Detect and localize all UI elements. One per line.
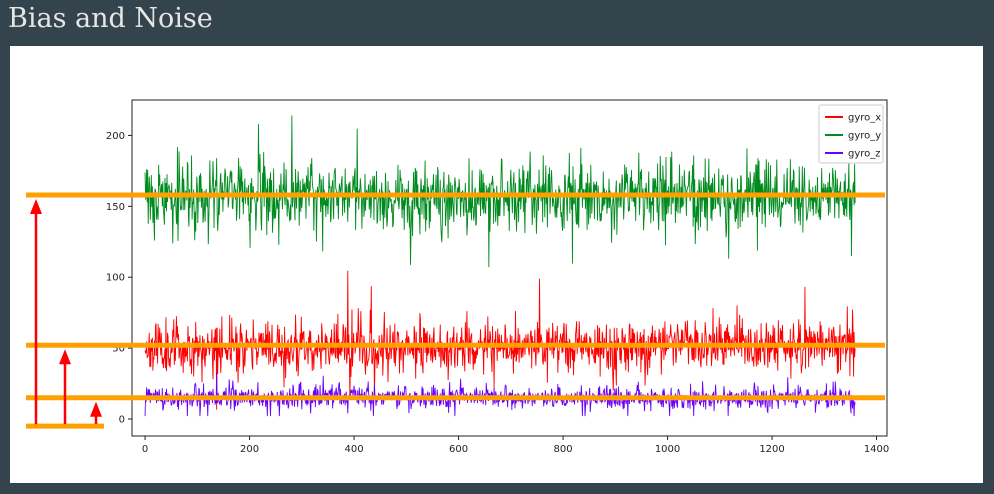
chart-panel: 0 200 400 600 800 1000 1200 1400 0 50 100 150 200 gyr… xyxy=(10,46,983,483)
bias-arrowhead-gyro_y xyxy=(30,198,42,214)
bias-arrowhead-gyro_z xyxy=(90,401,102,417)
bias-arrowhead-gyro_x xyxy=(59,349,71,365)
x-tick-label: 200 xyxy=(240,444,259,455)
x-tick-label: 1400 xyxy=(864,444,889,455)
legend-label-gyro_x: gyro_x xyxy=(848,113,881,124)
x-tick-label: 800 xyxy=(554,444,573,455)
slide-title: Bias and Noise xyxy=(8,3,213,34)
x-tick-label: 400 xyxy=(345,444,364,455)
legend-label-gyro_z: gyro_z xyxy=(848,149,881,160)
y-tick-label: 50 xyxy=(112,344,125,355)
legend-box xyxy=(818,104,884,164)
legend-label-gyro_y: gyro_y xyxy=(848,131,881,142)
plot-frame xyxy=(131,99,888,437)
x-tick-label: 0 xyxy=(142,444,148,455)
series-gyro_z xyxy=(144,373,856,417)
series-gyro_y xyxy=(144,115,856,268)
x-tick-label: 1000 xyxy=(655,444,680,455)
y-tick-label: 0 xyxy=(119,414,125,425)
y-tick-label: 150 xyxy=(106,202,125,213)
x-tick-label: 1200 xyxy=(759,444,784,455)
y-tick-label: 200 xyxy=(106,131,125,142)
gyro-chart: 0 200 400 600 800 1000 1200 1400 0 50 100 150 200 gyr… xyxy=(26,99,889,455)
y-tick-label: 100 xyxy=(106,273,125,284)
series-gyro_x xyxy=(144,270,856,410)
x-tick-label: 600 xyxy=(449,444,468,455)
